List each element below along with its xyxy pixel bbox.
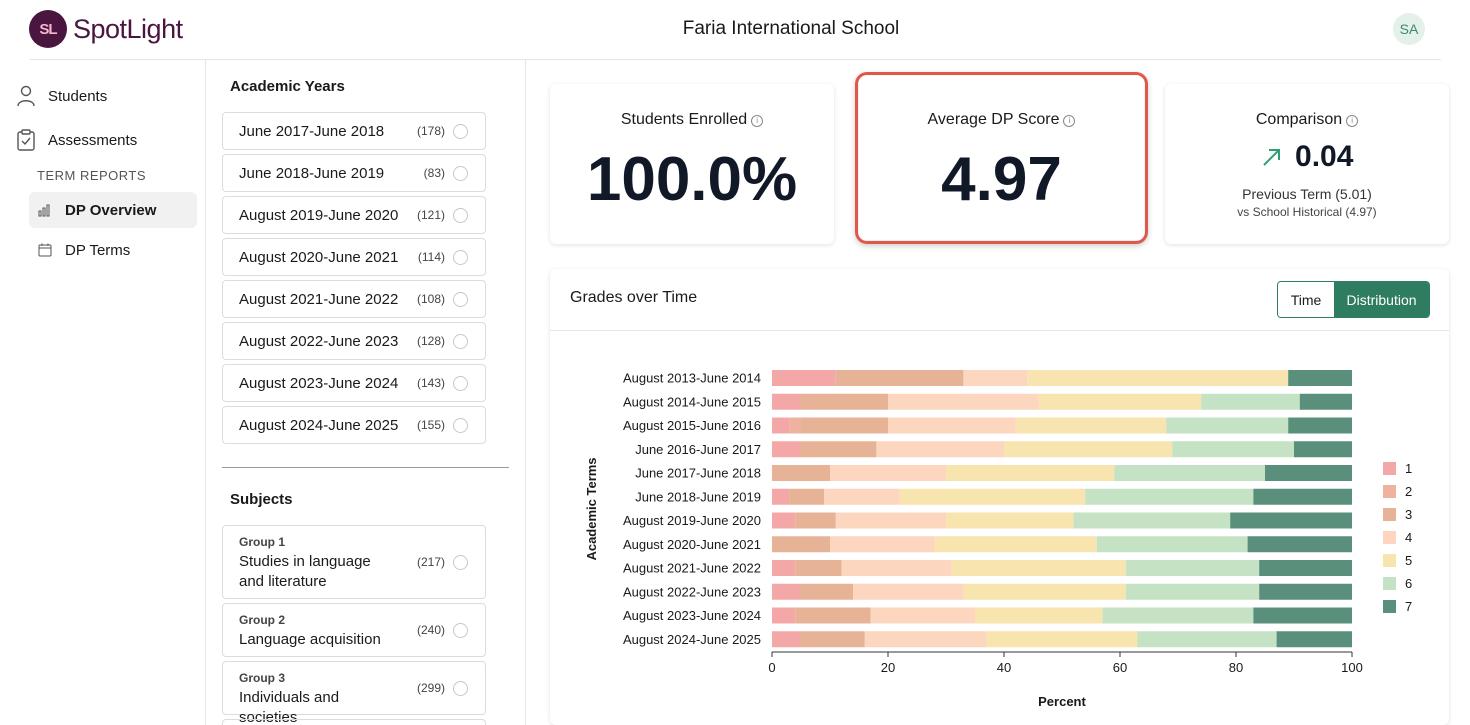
year-label: August 2020-June 2021 [239, 248, 399, 266]
person-icon [17, 85, 35, 107]
info-icon[interactable]: i [1346, 115, 1359, 127]
average-dp-score-title: Average DP Score [927, 111, 1060, 128]
year-count: (128) [416, 334, 445, 348]
year-count: (108) [416, 292, 445, 306]
year-label: August 2019-June 2020 [239, 206, 399, 224]
year-option[interactable]: August 2023-June 2024 (143) [222, 364, 486, 402]
students-enrolled-title: Students Enrolled [620, 111, 748, 128]
highlight-box [855, 72, 1148, 244]
clipboard-icon [17, 129, 35, 151]
comparison-row: 0.04 [1165, 140, 1449, 174]
year-count: (178) [416, 124, 445, 138]
radio-button[interactable] [453, 123, 468, 139]
view-toggle: Time Distribution [1277, 281, 1430, 318]
nav-dp-terms-label: DP Terms [65, 241, 131, 259]
radio-button[interactable] [453, 555, 468, 570]
year-label: June 2017-June 2018 [239, 122, 385, 140]
subjects-title: Subjects [230, 491, 293, 508]
year-label: August 2022-June 2023 [239, 332, 399, 350]
nav-dp-terms[interactable]: DP Terms [29, 232, 197, 268]
subject-option[interactable] [222, 719, 486, 725]
school-historical: vs School Historical (4.97) [1237, 205, 1377, 219]
info-icon[interactable]: i [1063, 115, 1076, 127]
time-toggle-button[interactable]: Time [1278, 282, 1334, 317]
subject-option[interactable]: Group 3 Individuals and societies (299) [222, 661, 486, 725]
filter-divider [222, 467, 509, 468]
subject-group: Group 1 [239, 535, 286, 549]
grades-over-time-title: Grades over Time [570, 289, 698, 306]
year-count: (121) [416, 208, 445, 222]
user-avatar[interactable]: SA [1393, 13, 1425, 45]
subject-name: Language acquisition [239, 631, 381, 648]
school-name: Faria International School [682, 18, 900, 39]
nav-assessments[interactable]: Assessments [16, 129, 137, 151]
arrow-up-right-icon [1262, 149, 1280, 166]
card-title: Students Enrolled i [550, 111, 834, 129]
students-enrolled-value: 100.0% [586, 145, 798, 214]
subject-option[interactable]: Group 2 Language acquisition (240) [222, 603, 486, 657]
spotlight-logo[interactable]: SL SpotLight [29, 10, 183, 48]
nav-divider [205, 60, 206, 725]
nav-dp-overview-label: DP Overview [65, 201, 157, 219]
subject-count: (217) [416, 555, 445, 569]
academic-years-title: Academic Years [230, 78, 345, 95]
panel-divider [550, 330, 1449, 331]
filter-column-divider [525, 60, 526, 725]
subject-count: (240) [416, 623, 445, 637]
year-count: (143) [416, 376, 445, 390]
radio-button[interactable] [453, 681, 468, 696]
year-count: (114) [417, 250, 445, 264]
year-label: June 2018-June 2019 [239, 164, 385, 182]
calendar-icon [38, 243, 52, 257]
year-option[interactable]: June 2017-June 2018 (178) [222, 112, 486, 150]
nav-students-label: Students [48, 87, 108, 105]
subject-name: Studies in language and literature [239, 553, 371, 590]
year-count: (83) [423, 166, 445, 180]
previous-term: Previous Term (5.01) [1242, 186, 1372, 202]
average-dp-score-card: Average DP Score i 4.97 [859, 76, 1144, 240]
students-enrolled-card: Students Enrolled i 100.0% [550, 84, 834, 244]
radio-button[interactable] [453, 165, 468, 181]
nav-dp-overview[interactable]: DP Overview [29, 192, 197, 228]
top-header: SL SpotLight Faria International School … [0, 0, 1470, 60]
year-option[interactable]: August 2019-June 2020 (121) [222, 196, 486, 234]
nav-assessments-label: Assessments [48, 131, 138, 149]
comparison-title: Comparison [1255, 111, 1343, 128]
radio-button[interactable] [453, 623, 468, 638]
comparison-card: Comparison i 0.04 Previous Term (5.01) vs… [1165, 84, 1449, 244]
card-title: Average DP Score i [859, 111, 1144, 129]
year-option[interactable]: June 2018-June 2019 (83) [222, 154, 486, 192]
year-option[interactable]: August 2021-June 2022 (108) [222, 280, 486, 318]
logo-text: SpotLight [73, 13, 183, 44]
year-count: (155) [416, 418, 445, 432]
subject-option[interactable]: Group 1 Studies in language and literatu… [222, 525, 486, 599]
card-title: Comparison i [1165, 111, 1449, 129]
subject-group: Group 3 [239, 671, 286, 685]
radio-button[interactable] [453, 291, 468, 307]
nav-students[interactable]: Students [16, 85, 107, 107]
distribution-toggle-button[interactable]: Distribution [1334, 282, 1429, 317]
radio-button[interactable] [453, 375, 468, 391]
radio-button[interactable] [453, 417, 468, 433]
comparison-value: 0.04 [1295, 140, 1354, 173]
year-option[interactable]: August 2022-June 2023 (128) [222, 322, 486, 360]
bar-chart-icon [38, 204, 50, 217]
year-label: August 2024-June 2025 [239, 416, 399, 434]
year-option[interactable]: August 2024-June 2025 (155) [222, 406, 486, 444]
term-reports-section: TERM REPORTS [37, 168, 147, 183]
average-dp-score-value: 4.97 [941, 145, 1062, 214]
info-icon[interactable]: i [751, 115, 764, 127]
subject-count: (299) [416, 681, 445, 695]
radio-button[interactable] [453, 333, 468, 349]
subject-group: Group 2 [239, 613, 286, 627]
year-label: August 2021-June 2022 [239, 290, 399, 308]
grades-over-time-panel [550, 269, 1449, 725]
subject-name: Individuals and societies [239, 689, 340, 725]
logo-mark: SL [29, 10, 67, 48]
header-divider [30, 59, 1441, 60]
year-label: August 2023-June 2024 [239, 374, 399, 392]
radio-button[interactable] [453, 207, 468, 223]
radio-button[interactable] [453, 249, 468, 265]
year-option[interactable]: August 2020-June 2021 (114) [222, 238, 486, 276]
